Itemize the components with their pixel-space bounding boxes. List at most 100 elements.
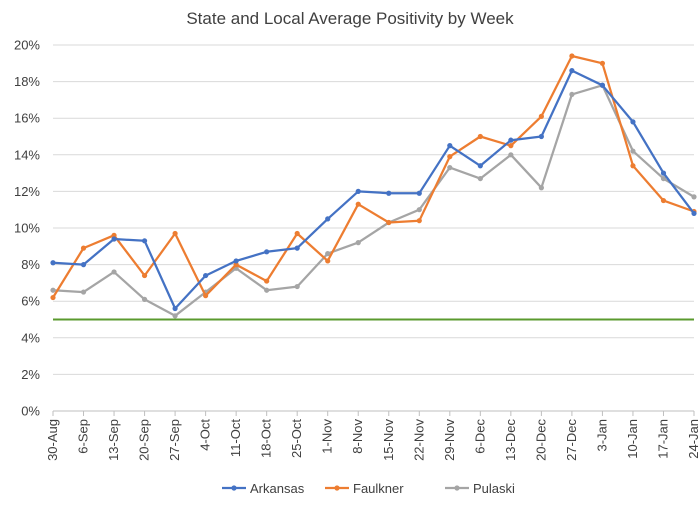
data-point-arkansas [294, 245, 300, 251]
x-tick-label: 27-Dec [564, 419, 579, 461]
y-tick-label: 0% [21, 404, 40, 419]
data-point-faulkner [325, 258, 331, 264]
data-point-faulkner [50, 294, 56, 301]
data-point-pulaski [141, 296, 148, 302]
data-point-arkansas [80, 262, 87, 268]
y-tick-label: 6% [21, 294, 40, 309]
data-point-pulaski [416, 207, 422, 213]
data-point-pulaski [294, 283, 300, 290]
data-point-arkansas [325, 216, 331, 222]
x-tick-label: 18-Oct [259, 419, 274, 458]
data-point-pulaski [80, 289, 87, 295]
x-tick-label: 17-Jan [655, 419, 670, 459]
y-tick-label: 12% [14, 184, 40, 199]
data-point-arkansas [660, 170, 667, 176]
data-point-arkansas [477, 163, 483, 169]
x-tick-label: 20-Sep [137, 419, 152, 461]
data-point-pulaski [264, 287, 270, 293]
y-tick-label: 18% [14, 74, 40, 89]
data-point-arkansas [386, 190, 392, 196]
data-point-pulaski [355, 240, 361, 246]
data-point-faulkner [203, 293, 209, 299]
data-point-pulaski [508, 152, 514, 158]
data-point-pulaski [111, 269, 117, 275]
x-tick-label: 1-Nov [320, 419, 335, 454]
x-tick-label: 27-Sep [167, 419, 182, 461]
data-point-faulkner [355, 201, 361, 207]
data-point-arkansas [569, 68, 575, 74]
y-tick-label: 14% [14, 147, 40, 162]
data-point-faulkner [477, 133, 483, 140]
legend-marker-arkansas [231, 485, 237, 491]
data-point-arkansas [233, 258, 239, 264]
data-point-faulkner [447, 154, 453, 160]
data-point-faulkner [172, 230, 178, 237]
y-tick-label: 2% [21, 367, 40, 382]
data-point-faulkner [141, 272, 148, 279]
data-point-faulkner [294, 230, 300, 237]
data-point-arkansas [203, 272, 209, 279]
x-axis-ticks: 30-Aug 6-Sep 13-Sep 20-Sep 27-Sep 4-Oct 11-Oct… [45, 411, 700, 461]
x-tick-label: 25-Oct [289, 419, 304, 458]
legend-marker-pulaski [454, 485, 460, 491]
legend-label-faulkner: Faulkner [353, 481, 404, 496]
legend: Arkansas Faulkner Pulaski [222, 481, 515, 496]
data-point-pulaski [447, 165, 453, 171]
data-point-faulkner [264, 278, 270, 284]
legend-label-arkansas: Arkansas [250, 481, 305, 496]
x-tick-label: 22-Nov [411, 419, 426, 461]
x-tick-label: 29-Nov [442, 419, 457, 461]
x-tick-label: 6-Sep [76, 419, 91, 454]
data-point-faulkner [569, 53, 575, 59]
data-point-faulkner [508, 143, 514, 149]
data-point-arkansas [355, 188, 361, 194]
data-point-arkansas [264, 249, 270, 255]
data-point-pulaski [50, 287, 56, 293]
x-tick-label: 30-Aug [45, 419, 60, 461]
y-tick-label: 16% [14, 111, 40, 126]
data-point-faulkner [111, 232, 117, 238]
data-point-pulaski [325, 251, 331, 257]
data-point-faulkner [233, 262, 239, 268]
y-tick-label: 10% [14, 221, 40, 236]
x-tick-label: 24-Jan [686, 419, 700, 459]
y-tick-label: 8% [21, 257, 40, 272]
x-tick-label: 20-Dec [533, 419, 548, 461]
y-tick-label: 20% [14, 38, 40, 53]
series-line-faulkner [52, 54, 695, 299]
data-point-arkansas [111, 236, 117, 242]
data-point-arkansas [447, 143, 453, 149]
data-point-faulkner [386, 219, 392, 226]
data-point-pulaski [630, 148, 636, 154]
chart-title: State and Local Average Positivity by We… [186, 9, 514, 28]
data-point-faulkner [599, 60, 606, 66]
data-point-faulkner [80, 245, 87, 251]
data-point-pulaski [691, 194, 697, 200]
data-point-arkansas [172, 305, 178, 312]
data-point-faulkner [538, 113, 544, 119]
y-axis-ticks: 0% 2% 4% 6% 8% 10% 12% 14% 16% 18% 20% [14, 38, 40, 419]
x-tick-label: 11-Oct [228, 419, 243, 457]
x-tick-label: 8-Nov [350, 419, 365, 454]
legend-item-faulkner: Faulkner [325, 481, 404, 496]
data-point-faulkner [630, 163, 636, 169]
data-point-arkansas [50, 260, 56, 266]
data-point-pulaski [538, 185, 544, 191]
data-point-faulkner [416, 218, 422, 224]
x-tick-label: 13-Dec [503, 419, 518, 461]
data-point-arkansas [141, 238, 148, 244]
data-point-arkansas [599, 82, 606, 88]
data-point-arkansas [508, 137, 514, 143]
legend-item-arkansas: Arkansas [222, 481, 305, 496]
legend-label-pulaski: Pulaski [473, 481, 515, 496]
data-point-pulaski [172, 313, 178, 319]
data-point-arkansas [538, 133, 544, 140]
data-point-pulaski [660, 175, 667, 182]
data-point-pulaski [569, 91, 575, 98]
gridlines [53, 44, 694, 412]
y-tick-label: 4% [21, 330, 40, 345]
legend-item-pulaski: Pulaski [445, 481, 515, 496]
x-tick-label: 10-Jan [625, 419, 640, 459]
